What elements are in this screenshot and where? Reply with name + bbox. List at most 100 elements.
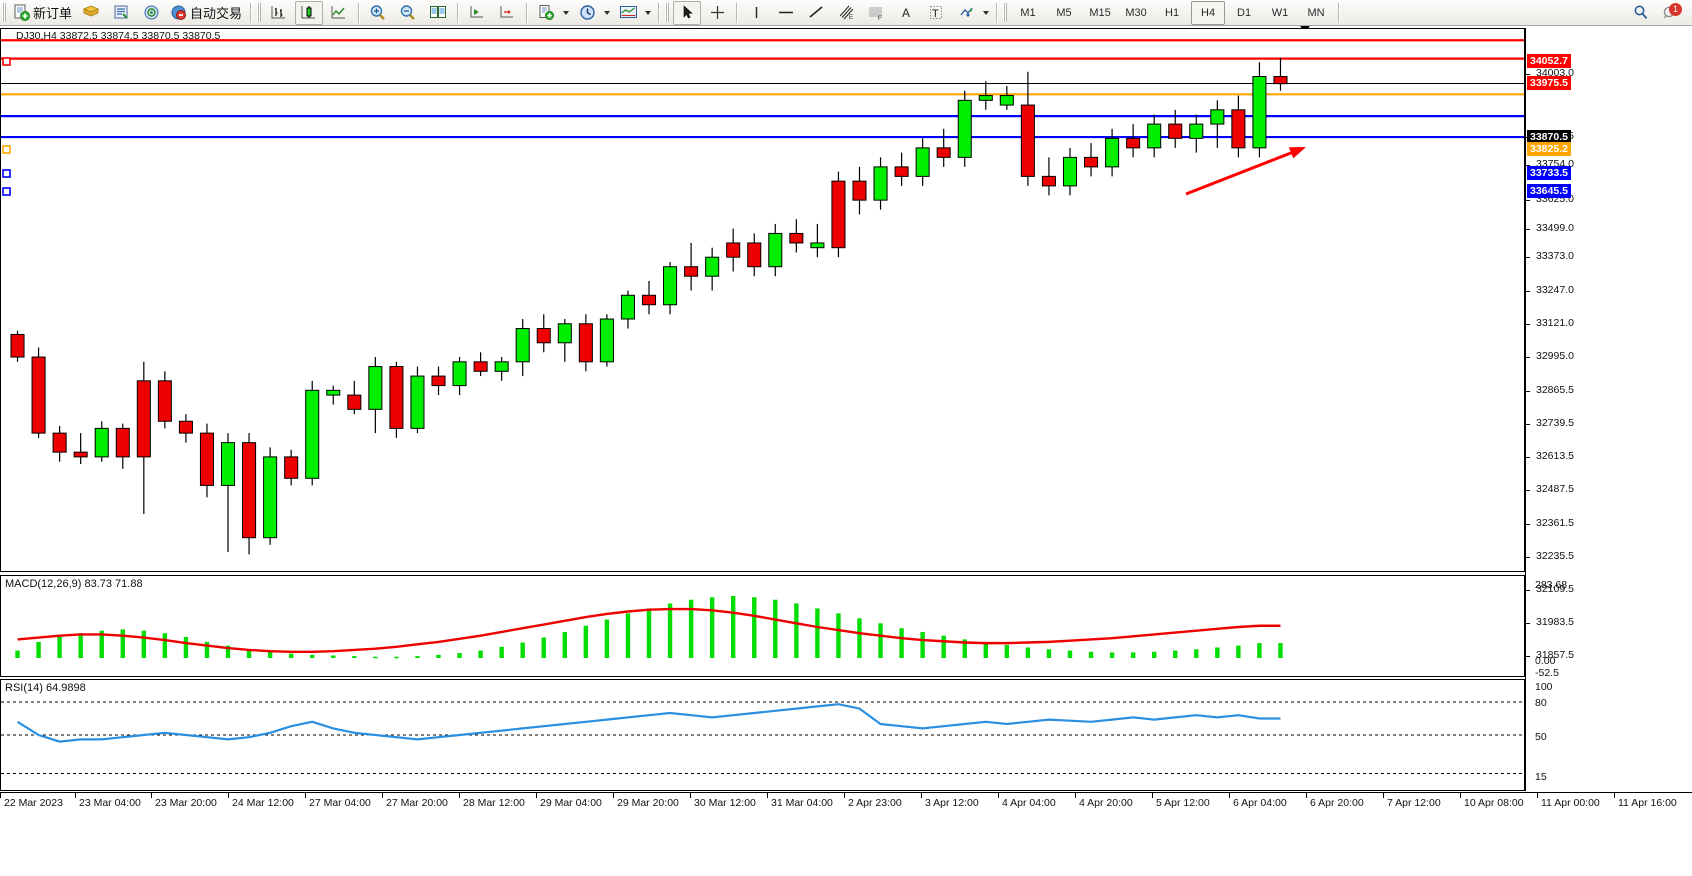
horizontal-line-icon xyxy=(779,11,794,14)
time-axis-tick xyxy=(536,793,537,798)
time-axis-label: 29 Mar 20:00 xyxy=(617,797,679,809)
timeframe-w1[interactable]: W1 xyxy=(1271,6,1289,19)
price-axis-label: 33247.0 xyxy=(1536,284,1574,296)
rsi-axis-label: 15 xyxy=(1535,771,1547,783)
price-level-tag-resistance-red[interactable]: 33975.5 xyxy=(1527,76,1571,90)
auto-scroll-button[interactable] xyxy=(463,1,491,25)
line-chart-icon xyxy=(331,6,346,19)
zoom-out-icon xyxy=(400,5,415,20)
time-axis-tick xyxy=(998,793,999,798)
chart-shift-button[interactable] xyxy=(493,1,521,25)
price-level-tag-pivot-orange[interactable]: 33825.2 xyxy=(1527,142,1571,156)
timeframe-h1[interactable]: H1 xyxy=(1165,6,1180,19)
candlestick-chart-button[interactable] xyxy=(295,0,324,25)
alerts-button[interactable]: 1 xyxy=(1657,1,1685,25)
macd-pane[interactable]: MACD(12,26,9) 83.73 71.88 xyxy=(0,575,1525,677)
time-axis-label: 6 Apr 20:00 xyxy=(1310,797,1364,809)
terminal-button[interactable] xyxy=(107,1,135,25)
timeframe-m15[interactable]: M15 xyxy=(1089,6,1111,19)
price-axis-tick xyxy=(1526,557,1530,558)
price-axis-tick xyxy=(1526,74,1530,75)
toolbar-separator-7 xyxy=(996,2,998,23)
time-axis-label: 27 Mar 04:00 xyxy=(309,797,371,809)
text-label-icon: T xyxy=(930,6,943,20)
price-axis-label: 32613.5 xyxy=(1536,450,1574,462)
time-axis-tick xyxy=(305,793,306,798)
indicators-dropdown-caret[interactable] xyxy=(563,10,570,15)
toolbar-grip-4[interactable] xyxy=(1003,3,1008,22)
time-axis-label: 11 Apr 16:00 xyxy=(1618,797,1677,809)
objects-dropdown-caret[interactable] xyxy=(983,10,990,15)
rsi-pane[interactable]: RSI(14) 64.9898 xyxy=(0,679,1525,791)
price-level-tag-resistance-red[interactable]: 34052.7 xyxy=(1527,54,1571,68)
price-level-tag-support-blue[interactable]: 33645.5 xyxy=(1527,184,1571,198)
text-button[interactable]: A xyxy=(892,1,920,25)
svg-text:A: A xyxy=(902,6,910,20)
toolbar-separator-2 xyxy=(358,2,360,23)
new-order-button[interactable]: 新订单 xyxy=(10,1,75,25)
price-pane[interactable] xyxy=(0,28,1525,572)
new-order-icon xyxy=(14,4,30,21)
price-axis[interactable]: 34003.033870.533754.033625.033499.033373… xyxy=(1525,28,1692,791)
equidistant-channel-button[interactable]: E xyxy=(832,1,860,25)
toolbar-grip-2[interactable] xyxy=(257,3,262,22)
fibonacci-button[interactable]: F xyxy=(862,1,890,25)
trendline-button[interactable] xyxy=(802,1,830,25)
price-axis-tick xyxy=(1526,291,1530,292)
time-axis-tick xyxy=(1614,793,1615,798)
indicators-button[interactable] xyxy=(532,1,560,25)
objects-button[interactable] xyxy=(952,1,980,25)
time-axis-tick xyxy=(1383,793,1384,798)
tile-windows-button[interactable] xyxy=(424,1,452,25)
time-axis-tick xyxy=(382,793,383,798)
price-chart-canvas xyxy=(1,39,1524,555)
price-axis-tick xyxy=(1526,490,1530,491)
time-axis-tick xyxy=(1460,793,1461,798)
toolbar-grip[interactable] xyxy=(2,3,6,22)
price-level-tag-support-blue[interactable]: 33733.5 xyxy=(1527,166,1571,180)
price-axis-label: 31857.5 xyxy=(1536,649,1574,661)
autotrade-label: 自动交易 xyxy=(190,6,243,21)
crosshair-icon xyxy=(710,6,724,19)
yellow-book-icon xyxy=(82,5,100,17)
new-order-label: 新订单 xyxy=(33,6,73,21)
chart-area[interactable]: DJ30,H4 33872.5 33874.5 33870.5 33870.5 … xyxy=(0,26,1692,876)
price-axis-tick xyxy=(1526,165,1530,166)
timeframe-d1[interactable]: D1 xyxy=(1237,6,1252,19)
period-dropdown-caret[interactable] xyxy=(604,10,611,15)
time-axis-tick xyxy=(1229,793,1230,798)
period-button[interactable] xyxy=(573,1,601,25)
line-chart-button[interactable] xyxy=(325,1,353,25)
vertical-line-button[interactable] xyxy=(742,1,770,25)
timeframe-mn[interactable]: MN xyxy=(1307,6,1325,19)
indicators-icon xyxy=(539,5,554,20)
time-axis-label: 23 Mar 20:00 xyxy=(155,797,217,809)
timeframe-h4[interactable]: H4 xyxy=(1191,0,1226,25)
search-icon xyxy=(1634,5,1648,19)
timeframe-m5[interactable]: M5 xyxy=(1056,6,1072,19)
market-watch-button[interactable] xyxy=(77,1,105,25)
templates-dropdown-caret[interactable] xyxy=(645,10,652,15)
alerts-badge: 1 xyxy=(1669,2,1682,16)
time-axis[interactable]: 22 Mar 2023 23 Mar 04:00 23 Mar 20:00 24 Ma… xyxy=(0,792,1692,814)
rsi-label: RSI(14) 64.9898 xyxy=(5,682,86,694)
timeframe-m1[interactable]: M1 xyxy=(1020,6,1036,19)
text-label-button[interactable]: T xyxy=(922,1,950,25)
bar-chart-button[interactable] xyxy=(265,1,293,25)
rsi-canvas xyxy=(1,701,1524,774)
price-level-tag-last-price[interactable]: 33870.5 xyxy=(1527,130,1571,144)
toolbar-grip-3[interactable] xyxy=(665,3,670,22)
timeframe-m30[interactable]: M30 xyxy=(1125,6,1147,19)
zoom-in-button[interactable] xyxy=(364,1,392,25)
zoom-out-button[interactable] xyxy=(394,1,422,25)
crosshair-button[interactable] xyxy=(703,1,731,25)
time-axis-label: 29 Mar 04:00 xyxy=(540,797,602,809)
templates-button[interactable] xyxy=(614,1,642,25)
price-axis-label: 32109.5 xyxy=(1536,583,1574,595)
horizontal-line-button[interactable] xyxy=(772,1,800,25)
search-button[interactable] xyxy=(1627,1,1655,25)
autotrade-button[interactable]: 自动交易 xyxy=(167,1,245,25)
cursor-button[interactable] xyxy=(673,0,702,25)
signals-button[interactable] xyxy=(137,1,165,25)
